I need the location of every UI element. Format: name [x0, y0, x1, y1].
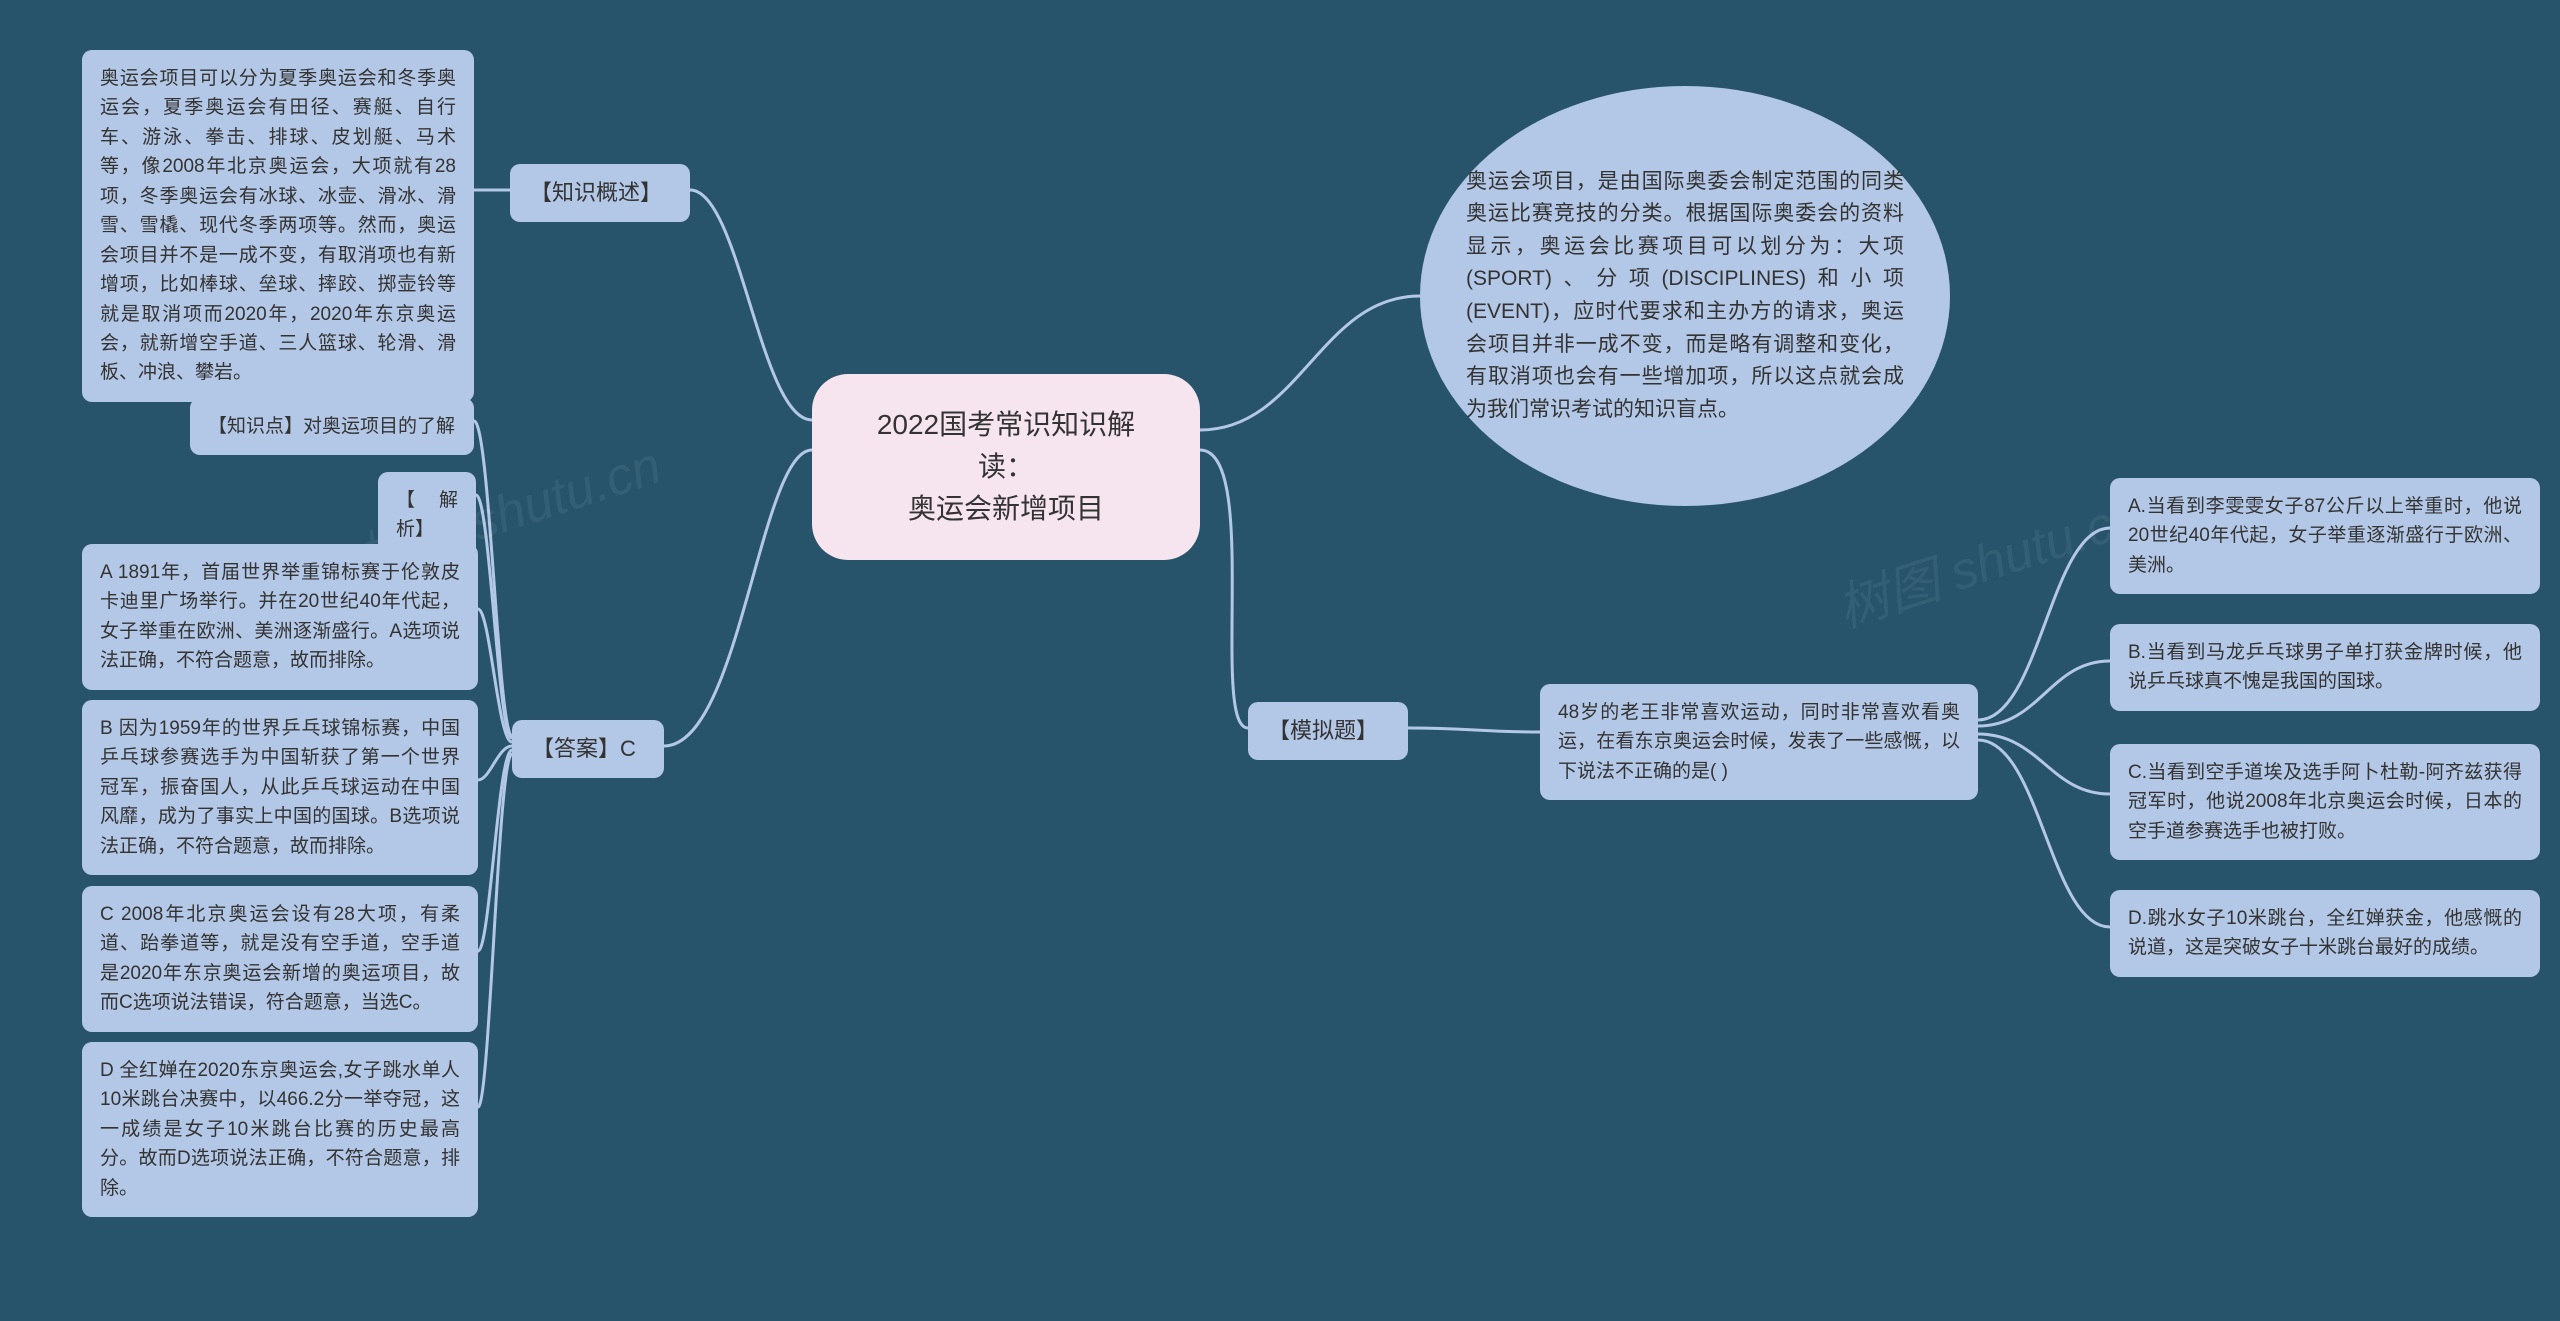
- root-node[interactable]: 2022国考常识知识解读：奥运会新增项目: [812, 374, 1200, 560]
- mock-option-a-text: A.当看到李雯雯女子87公斤以上举重时，他说20世纪40年代起，女子举重逐渐盛行…: [2128, 496, 2522, 576]
- answer-child-1-text: 【解析】: [396, 490, 458, 540]
- answer-child-4[interactable]: C 2008年北京奥运会设有28大项，有柔道、跆拳道等，就是没有空手道，空手道是…: [82, 886, 478, 1032]
- answer-child-2-text: A 1891年，首届世界举重锦标赛于伦敦皮卡迪里广场举行。并在20世纪40年代起…: [100, 562, 460, 671]
- intro-node[interactable]: 奥运会项目，是由国际奥委会制定范围的同类奥运比赛竞技的分类。根据国际奥委会的资料…: [1420, 86, 1950, 506]
- mock-option-c-text: C.当看到空手道埃及选手阿卜杜勒-阿齐兹获得冠军时，他说2008年北京奥运会时候…: [2128, 762, 2522, 842]
- answer-child-5-text: D 全红婵在2020东京奥运会,女子跳水单人10米跳台决赛中，以466.2分一举…: [100, 1060, 460, 1199]
- answer-child-3-text: B 因为1959年的世界乒乓球锦标赛，中国乒乓球参赛选手为中国斩获了第一个世界冠…: [100, 718, 460, 857]
- answer-branch-label: 【答案】C: [532, 736, 636, 761]
- answer-child-5[interactable]: D 全红婵在2020东京奥运会,女子跳水单人10米跳台决赛中，以466.2分一举…: [82, 1042, 478, 1217]
- mock-option-d[interactable]: D.跳水女子10米跳台，全红婵获金，他感慨的说道，这是突破女子十米跳台最好的成绩…: [2110, 890, 2540, 977]
- mock-question-text: 48岁的老王非常喜欢运动，同时非常喜欢看奥运，在看东京奥运会时候，发表了一些感慨…: [1558, 702, 1960, 782]
- mock-option-b-text: B.当看到马龙乒乓球男子单打获金牌时候，他说乒乓球真不愧是我国的国球。: [2128, 642, 2522, 692]
- mock-question[interactable]: 48岁的老王非常喜欢运动，同时非常喜欢看奥运，在看东京奥运会时候，发表了一些感慨…: [1540, 684, 1978, 800]
- answer-child-0-text: 【知识点】对奥运项目的了解: [208, 416, 455, 437]
- root-label: 2022国考常识知识解读：奥运会新增项目: [877, 409, 1135, 524]
- mock-option-b[interactable]: B.当看到马龙乒乓球男子单打获金牌时候，他说乒乓球真不愧是我国的国球。: [2110, 624, 2540, 711]
- overview-branch[interactable]: 【知识概述】: [510, 164, 690, 222]
- mock-option-c[interactable]: C.当看到空手道埃及选手阿卜杜勒-阿齐兹获得冠军时，他说2008年北京奥运会时候…: [2110, 744, 2540, 860]
- mock-branch-label: 【模拟题】: [1268, 718, 1378, 743]
- answer-child-3[interactable]: B 因为1959年的世界乒乓球锦标赛，中国乒乓球参赛选手为中国斩获了第一个世界冠…: [82, 700, 478, 875]
- answer-child-4-text: C 2008年北京奥运会设有28大项，有柔道、跆拳道等，就是没有空手道，空手道是…: [100, 904, 460, 1013]
- answer-child-0[interactable]: 【知识点】对奥运项目的了解: [190, 398, 474, 455]
- mock-option-a[interactable]: A.当看到李雯雯女子87公斤以上举重时，他说20世纪40年代起，女子举重逐渐盛行…: [2110, 478, 2540, 594]
- mock-branch[interactable]: 【模拟题】: [1248, 702, 1408, 760]
- overview-branch-label: 【知识概述】: [530, 180, 662, 205]
- answer-branch[interactable]: 【答案】C: [512, 720, 664, 778]
- watermark-2: 树图 shutu.cn: [1826, 473, 2149, 642]
- answer-child-2[interactable]: A 1891年，首届世界举重锦标赛于伦敦皮卡迪里广场举行。并在20世纪40年代起…: [82, 544, 478, 690]
- overview-detail-text: 奥运会项目可以分为夏季奥运会和冬季奥运会，夏季奥运会有田径、赛艇、自行车、游泳、…: [100, 68, 456, 383]
- mock-option-d-text: D.跳水女子10米跳台，全红婵获金，他感慨的说道，这是突破女子十米跳台最好的成绩…: [2128, 908, 2522, 958]
- intro-text: 奥运会项目，是由国际奥委会制定范围的同类奥运比赛竞技的分类。根据国际奥委会的资料…: [1466, 166, 1904, 426]
- overview-detail[interactable]: 奥运会项目可以分为夏季奥运会和冬季奥运会，夏季奥运会有田径、赛艇、自行车、游泳、…: [82, 50, 474, 402]
